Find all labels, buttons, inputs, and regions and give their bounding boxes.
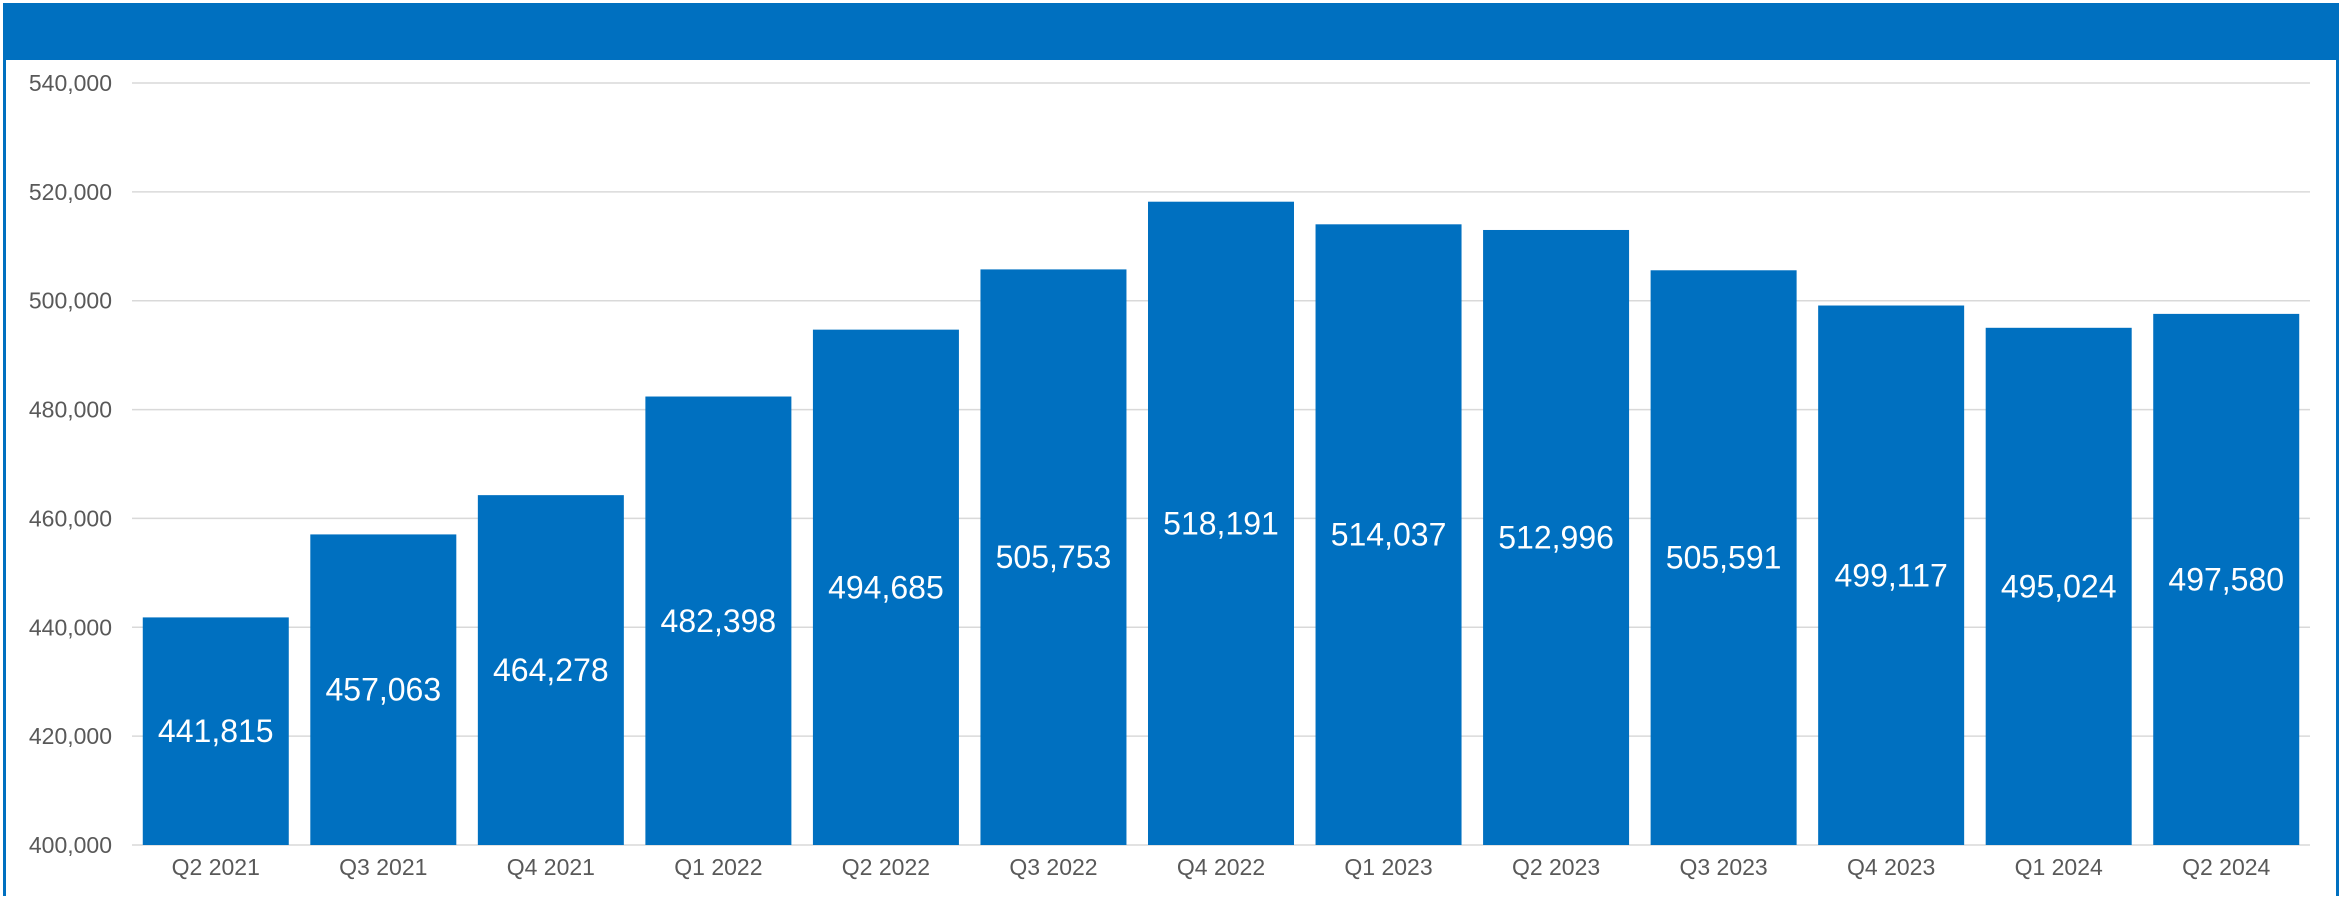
y-tick-label: 540,000 [29, 70, 112, 96]
x-tick-label: Q4 2021 [507, 854, 595, 880]
data-label: 495,024 [2001, 568, 2117, 604]
x-tick-label: Q2 2023 [1512, 854, 1600, 880]
data-label: 494,685 [828, 569, 944, 605]
x-tick-label: Q3 2022 [1009, 854, 1097, 880]
y-tick-label: 400,000 [29, 832, 112, 858]
x-tick-label: Q2 2022 [842, 854, 930, 880]
x-tick-label: Q4 2022 [1177, 854, 1265, 880]
x-tick-label: Q1 2024 [2015, 854, 2103, 880]
chart-header-bar [6, 6, 2336, 60]
bar [1148, 201, 1294, 846]
data-label: 514,037 [1331, 517, 1447, 553]
y-tick-label: 460,000 [29, 505, 112, 531]
bar [980, 269, 1127, 846]
x-axis-ticks: Q2 2021 Q3 2021 Q4 2021 Q1 2022 Q2 2022 Q3 20… [172, 854, 2271, 880]
bar [142, 617, 289, 845]
bar [645, 396, 792, 845]
data-label: 457,063 [325, 672, 441, 708]
data-label: 505,753 [996, 539, 1112, 575]
x-tick-label: Q2 2021 [172, 854, 260, 880]
chart-frame: 400,000 420,000 440,000 460,000 480,000 500,0… [3, 3, 2339, 896]
x-tick-label: Q3 2021 [339, 854, 427, 880]
x-tick-label: Q2 2024 [2182, 854, 2270, 880]
data-label: 482,398 [661, 603, 777, 639]
data-label: 464,278 [493, 652, 609, 688]
data-labels: 441,815 457,063 464,278 482,398 494,685 505,7… [158, 505, 2284, 749]
bar [1650, 270, 1797, 845]
bar [1985, 327, 2132, 845]
x-tick-label: Q4 2023 [1847, 854, 1935, 880]
y-tick-label: 480,000 [29, 397, 112, 423]
x-tick-label: Q1 2023 [1344, 854, 1432, 880]
bar [477, 495, 624, 845]
bar [1483, 229, 1630, 846]
y-tick-label: 440,000 [29, 614, 112, 640]
bar [310, 534, 457, 845]
bar [1818, 305, 1965, 845]
y-axis-ticks: 400,000 420,000 440,000 460,000 480,000 500,0… [29, 70, 112, 858]
data-label: 441,815 [158, 713, 274, 749]
y-tick-label: 420,000 [29, 723, 112, 749]
x-tick-label: Q1 2022 [674, 854, 762, 880]
data-label: 499,117 [1835, 557, 1948, 593]
bars [142, 201, 2300, 846]
bar [812, 329, 959, 845]
y-tick-label: 520,000 [29, 179, 112, 205]
x-tick-label: Q3 2023 [1679, 854, 1767, 880]
data-label: 505,591 [1666, 540, 1782, 576]
y-tick-label: 500,000 [29, 288, 112, 314]
data-label: 518,191 [1163, 505, 1279, 541]
bar [2153, 313, 2300, 845]
data-label: 497,580 [2168, 561, 2284, 597]
data-label: 512,996 [1498, 519, 1614, 555]
bar-chart: 400,000 420,000 440,000 460,000 480,000 500,0… [29, 70, 2310, 880]
bar [1315, 224, 1462, 846]
